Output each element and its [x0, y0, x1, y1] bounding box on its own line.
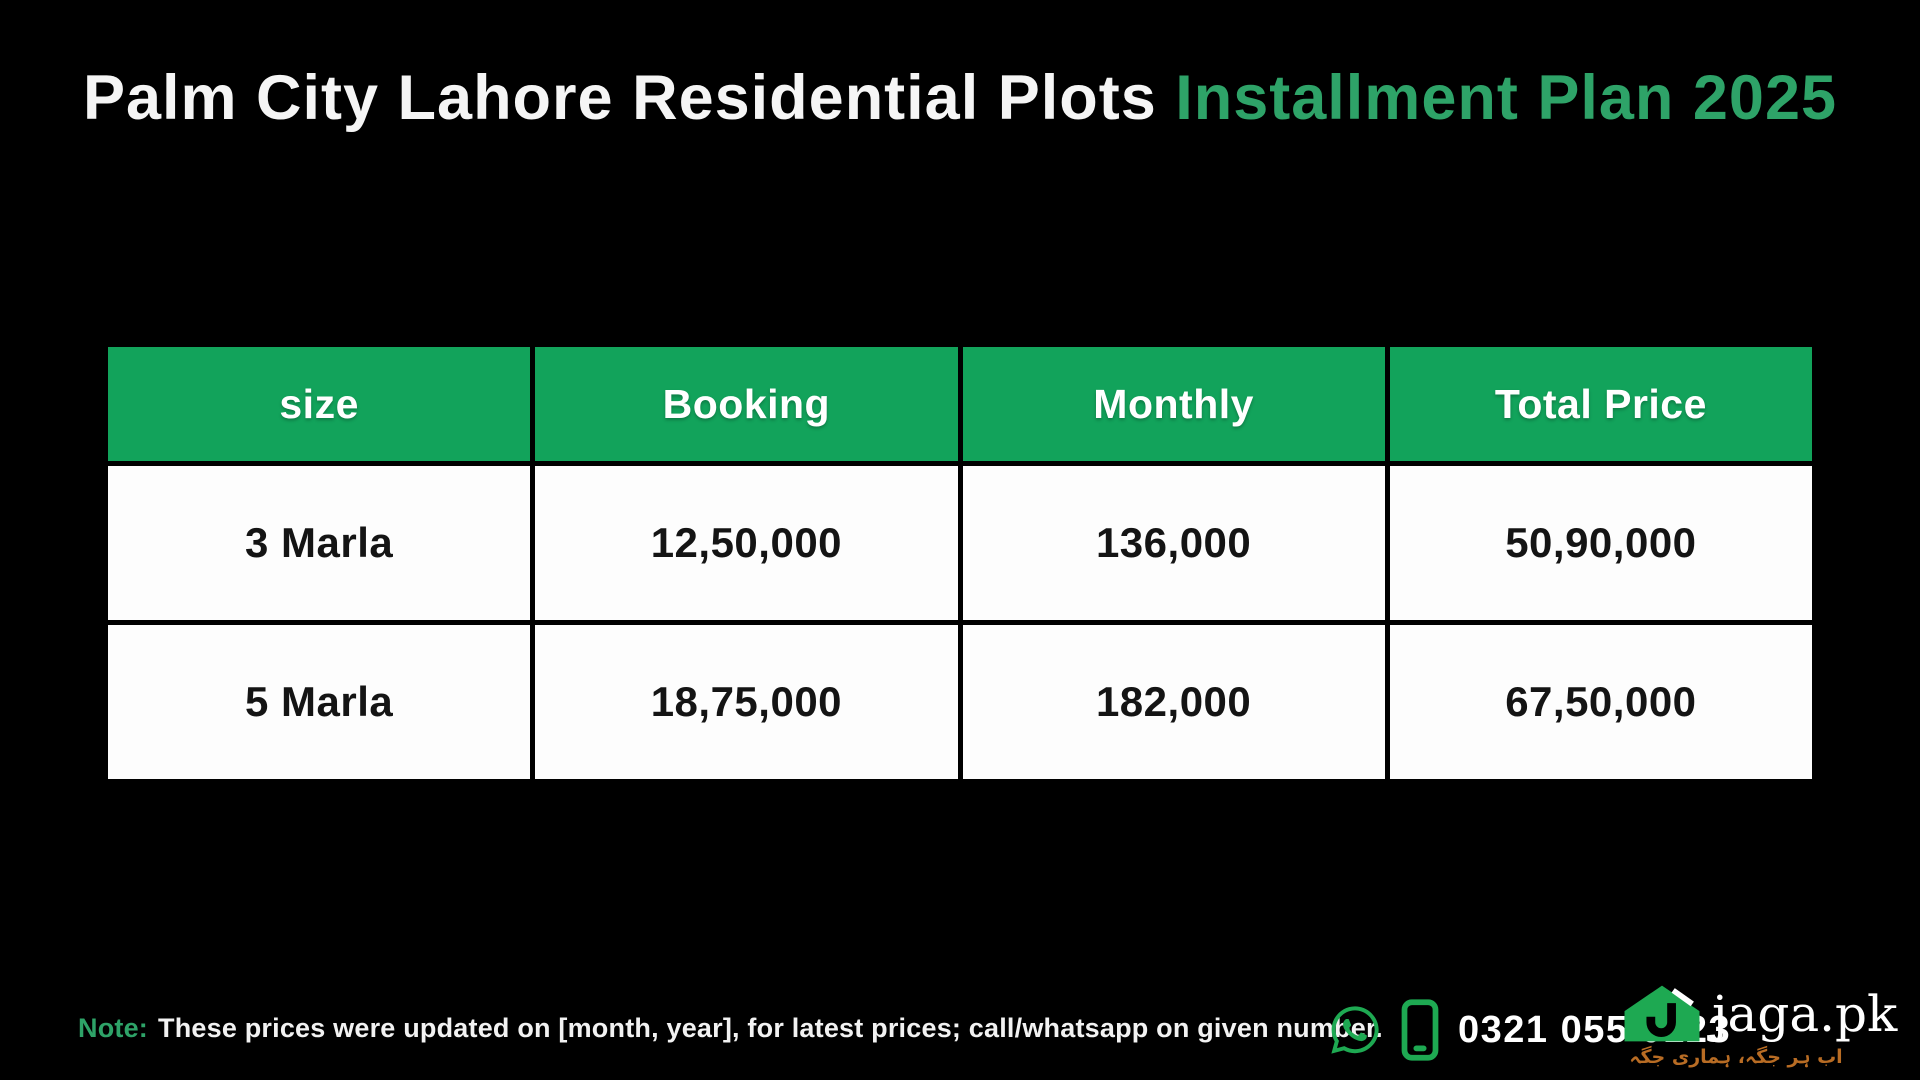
note-text: These prices were updated on [month, yea… — [158, 1013, 1383, 1043]
cell-row1-size: 3 Marla — [108, 466, 531, 620]
header-booking: Booking — [535, 347, 958, 461]
house-icon — [1622, 984, 1702, 1043]
cell-row2-total-price: 67,50,000 — [1389, 625, 1812, 779]
installment-plan-table: size Booking Monthly Total Price 3 Marla… — [108, 347, 1812, 779]
price-update-note: Note: These prices were updated on [month… — [78, 1013, 1383, 1044]
brand-block: jaga.pk اب ہر جگہ، ہماری جگہ — [1622, 984, 1897, 1068]
mobile-phone-icon — [1397, 999, 1443, 1061]
brand-name: jaga.pk — [1712, 984, 1898, 1043]
cell-row2-booking: 18,75,000 — [535, 625, 958, 779]
cell-row1-total-price: 50,90,000 — [1389, 466, 1812, 620]
title-main: Palm City Lahore Residential Plots — [82, 63, 1157, 133]
cell-row2-size: 5 Marla — [108, 625, 531, 779]
header-total-price: Total Price — [1389, 347, 1812, 461]
header-monthly: Monthly — [962, 347, 1385, 461]
cell-row2-monthly: 182,000 — [962, 625, 1385, 779]
whatsapp-icon — [1328, 1003, 1382, 1057]
cell-row1-booking: 12,50,000 — [535, 466, 958, 620]
brand-tagline: اب ہر جگہ، ہماری جگہ — [1629, 1046, 1843, 1068]
header-size: size — [108, 347, 531, 461]
title-accent: Installment Plan 2025 — [1175, 63, 1838, 133]
cell-row1-monthly: 136,000 — [962, 466, 1385, 620]
note-label: Note: — [78, 1013, 148, 1043]
page-title: Palm City Lahore Residential Plots Insta… — [0, 52, 1920, 144]
